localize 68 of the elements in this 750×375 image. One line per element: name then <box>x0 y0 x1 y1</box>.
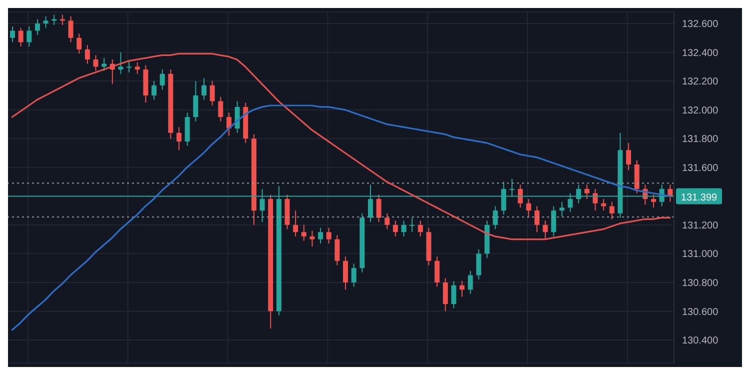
candlestick <box>442 278 448 312</box>
candlestick <box>384 212 390 230</box>
candlestick <box>626 142 632 171</box>
candlestick <box>518 184 523 208</box>
candlestick <box>160 69 165 90</box>
y-tick-label: 131.000 <box>682 249 719 260</box>
candlestick <box>18 27 24 48</box>
line-series <box>11 52 671 240</box>
candlestick <box>584 184 590 200</box>
y-tick-label: 132.600 <box>682 19 719 30</box>
candlestick <box>492 206 498 230</box>
candlestick <box>434 256 440 288</box>
candlestick <box>293 210 298 237</box>
y-tick-label: 131.800 <box>682 134 719 146</box>
candlestick <box>534 206 540 233</box>
candlestick <box>451 280 456 309</box>
candlestick <box>592 188 598 212</box>
candlestick <box>326 227 332 244</box>
candlestick <box>559 201 564 217</box>
candlestick <box>226 112 232 136</box>
candlestick <box>301 224 306 242</box>
candlestick <box>542 220 548 240</box>
candlestick <box>318 227 324 244</box>
candlestick <box>351 263 356 288</box>
candlestick <box>334 234 340 266</box>
candlestick <box>118 52 124 74</box>
candlestick <box>468 270 473 294</box>
candlestick <box>310 230 315 247</box>
candlestick <box>234 100 240 134</box>
candlestick <box>343 256 348 290</box>
candlestick <box>218 96 224 122</box>
candlestick <box>34 18 40 36</box>
candlestick <box>43 16 48 28</box>
candlestick <box>176 126 182 151</box>
candlestick <box>460 280 465 298</box>
candlestick <box>93 54 98 72</box>
candlestick <box>10 26 15 43</box>
candlestick <box>476 248 482 280</box>
candlestick <box>609 201 614 220</box>
candlestick <box>26 26 32 48</box>
candlestick <box>134 62 140 74</box>
y-tick-label: 131.200 <box>682 220 719 232</box>
y-tick-label: 130.800 <box>682 278 719 289</box>
candlestick <box>526 198 532 218</box>
candlestick <box>126 60 132 73</box>
y-tick-label: 132.000 <box>682 105 719 116</box>
y-tick-label: 130.600 <box>682 306 719 318</box>
y-tick-label: 132.200 <box>682 76 719 88</box>
ref-line-label: 131.399 <box>680 192 718 204</box>
candlestick <box>68 16 74 43</box>
y-tick-label: 130.400 <box>682 336 719 347</box>
y-tick-label: 132.400 <box>682 48 719 59</box>
candlestick <box>152 80 157 100</box>
candlestick <box>392 220 398 237</box>
candlestick <box>52 14 57 26</box>
candlestick <box>376 194 382 223</box>
candlestick <box>76 33 82 54</box>
candlestick <box>60 14 65 26</box>
y-tick-label: 131.600 <box>682 162 719 174</box>
candlestick <box>193 80 198 122</box>
candlestick <box>84 44 90 64</box>
candlestick <box>210 80 215 106</box>
candlestick <box>201 78 206 100</box>
candlestick <box>651 194 656 208</box>
candlestick <box>401 220 406 237</box>
candlestick <box>551 206 556 237</box>
candlestick <box>410 217 415 233</box>
candlestick <box>418 220 423 237</box>
